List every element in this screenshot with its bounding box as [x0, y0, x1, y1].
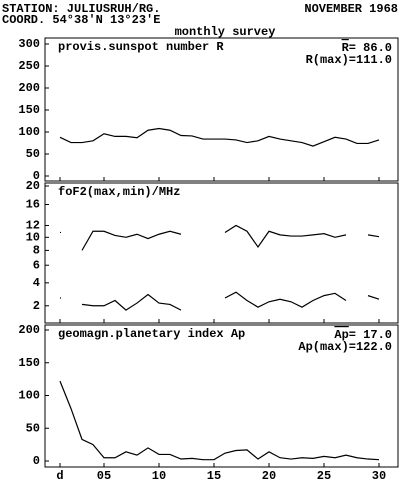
y-tick-label: 200 — [18, 323, 40, 337]
y-tick-label: 10 — [26, 230, 40, 244]
x-tick-label: 20 — [262, 469, 276, 480]
y-tick-label: 200 — [18, 81, 40, 95]
station: STATION: JULIUSRUH/RG. — [2, 2, 160, 16]
series-line — [59, 380, 380, 461]
y-tick-label: 50 — [26, 421, 40, 435]
x-tick-label: d — [56, 469, 63, 480]
panel-frame — [44, 182, 399, 324]
x-tick-label: 15 — [207, 469, 221, 480]
annotation-symbol: Ap — [334, 328, 348, 342]
series-line — [59, 127, 380, 147]
y-tick-label: 20 — [26, 179, 40, 193]
annotation-text: = 86.0 — [349, 41, 392, 55]
subtitle: monthly survey — [175, 25, 276, 39]
annotation-symbol: R — [342, 41, 350, 55]
annotation: Ap(max)=122.0 — [298, 340, 392, 354]
x-tick-label: 10 — [152, 469, 166, 480]
series-line — [60, 224, 380, 251]
y-tick-label: 50 — [26, 147, 40, 161]
x-tick-label: 30 — [372, 469, 386, 480]
y-tick-label: 100 — [18, 125, 40, 139]
y-tick-label: 0 — [33, 169, 40, 183]
y-tick-label: 150 — [18, 103, 40, 117]
panel-title: provis.sunspot number R — [58, 40, 224, 54]
y-tick-label: 6 — [33, 258, 40, 272]
y-tick-label: 100 — [18, 389, 40, 403]
y-tick-label: 250 — [18, 59, 40, 73]
x-tick-label: 05 — [97, 469, 111, 480]
x-tick-label: 25 — [317, 469, 331, 480]
y-tick-label: 12 — [26, 219, 40, 233]
panel-title: foF2(max,min)/MHz — [58, 185, 180, 199]
y-tick-label: 0 — [33, 454, 40, 468]
annotation: R(max)=111.0 — [306, 53, 392, 67]
y-tick-label: 2 — [33, 299, 40, 313]
y-tick-label: 4 — [33, 276, 40, 290]
annotation: R= 86.0 — [342, 41, 392, 55]
annotation: Ap= 17.0 — [334, 328, 392, 342]
date: NOVEMBER 1968 — [304, 2, 398, 16]
coord: COORD. 54°38'N 13°23'E — [2, 13, 160, 27]
annotation-text: Ap(max)=122.0 — [298, 340, 392, 354]
annotation-text: R(max)=111.0 — [306, 53, 392, 67]
y-tick-label: 8 — [33, 244, 40, 258]
panel-title: geomagn.planetary index Ap — [58, 327, 245, 341]
y-tick-label: 16 — [26, 198, 40, 212]
annotation-text: = 17.0 — [349, 328, 392, 342]
y-tick-label: 300 — [18, 37, 40, 51]
series-line — [60, 291, 380, 311]
y-tick-label: 150 — [18, 356, 40, 370]
